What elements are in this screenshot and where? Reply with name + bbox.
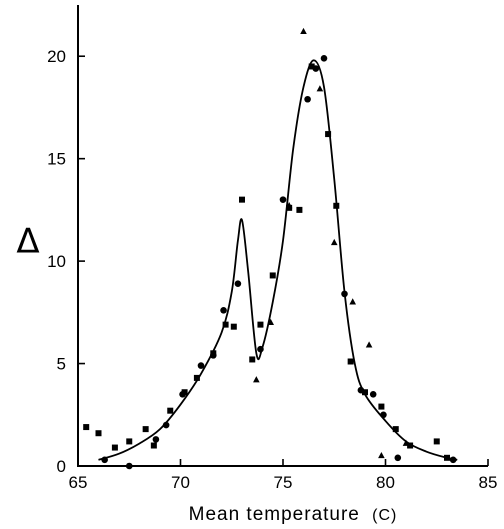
x-axis-unit: (C) (372, 507, 397, 524)
square-point (308, 63, 315, 70)
square-point (126, 438, 133, 445)
square-point (95, 430, 102, 437)
circle-point (162, 421, 170, 429)
triangle-point (300, 27, 307, 35)
triangle-point (349, 298, 356, 305)
circle-point (394, 454, 402, 462)
square-point (239, 196, 245, 203)
circle-point (312, 65, 320, 72)
x-tick-label: 80 (376, 473, 395, 492)
triangle-point (365, 341, 373, 348)
square-point (193, 374, 200, 381)
circle-point (449, 456, 457, 464)
square-point (230, 323, 237, 330)
circle-point (220, 306, 227, 314)
circle-point (234, 280, 242, 287)
circle-point (257, 345, 264, 353)
circle-point (357, 386, 365, 394)
circle-point (304, 95, 311, 103)
circle-point (179, 390, 186, 398)
triangle-point (253, 376, 260, 383)
axes: 65 70 75 80 85 0 5 10 15 20 (47, 5, 497, 492)
circle-point (369, 390, 377, 398)
square-point (142, 426, 149, 433)
circle-point (197, 362, 205, 369)
circle-point (380, 411, 387, 419)
y-tick-label: 0 (57, 457, 66, 476)
x-axis-label: Mean temperature (C) (189, 504, 398, 525)
square-point (111, 444, 118, 451)
triangle-point (316, 85, 324, 92)
square-point (378, 403, 385, 410)
data-markers (83, 27, 457, 470)
square-point (407, 442, 414, 449)
x-tick-label: 70 (171, 473, 190, 492)
y-tick-label: 5 (57, 355, 66, 374)
x-tick-label: 65 (69, 473, 88, 492)
triangle-point (330, 238, 338, 246)
square-point (269, 272, 276, 279)
square-point (222, 321, 229, 328)
square-point (347, 358, 354, 365)
triangle-point (378, 451, 385, 459)
square-point (296, 206, 303, 213)
square-point (433, 438, 440, 445)
square-point (392, 426, 399, 433)
circle-point (101, 456, 108, 464)
triangle-point (267, 318, 274, 325)
square-point (150, 442, 157, 449)
y-tick-label: 15 (47, 150, 66, 169)
x-tick-label: 85 (479, 473, 498, 492)
square-point (83, 424, 90, 431)
circle-point (152, 436, 160, 443)
square-point (333, 202, 340, 209)
triangle-point (402, 439, 410, 446)
y-axis-label: Δ (16, 222, 39, 262)
triangle-point (285, 201, 293, 209)
circle-point (341, 290, 348, 298)
square-point (325, 131, 332, 138)
square-point (257, 321, 264, 328)
plot-area (98, 59, 458, 461)
x-tick-label: 75 (274, 473, 293, 492)
square-point (444, 454, 450, 461)
square-point (249, 356, 256, 363)
circle-point (279, 196, 287, 203)
circle-point (210, 352, 217, 359)
square-point (362, 389, 368, 396)
circle-point (320, 54, 328, 62)
y-tick-label: 20 (47, 47, 66, 66)
y-tick-label: 10 (47, 252, 66, 271)
x-axis-label-text: Mean temperature (189, 504, 360, 525)
fit-curve (98, 59, 458, 461)
square-point (167, 407, 174, 414)
